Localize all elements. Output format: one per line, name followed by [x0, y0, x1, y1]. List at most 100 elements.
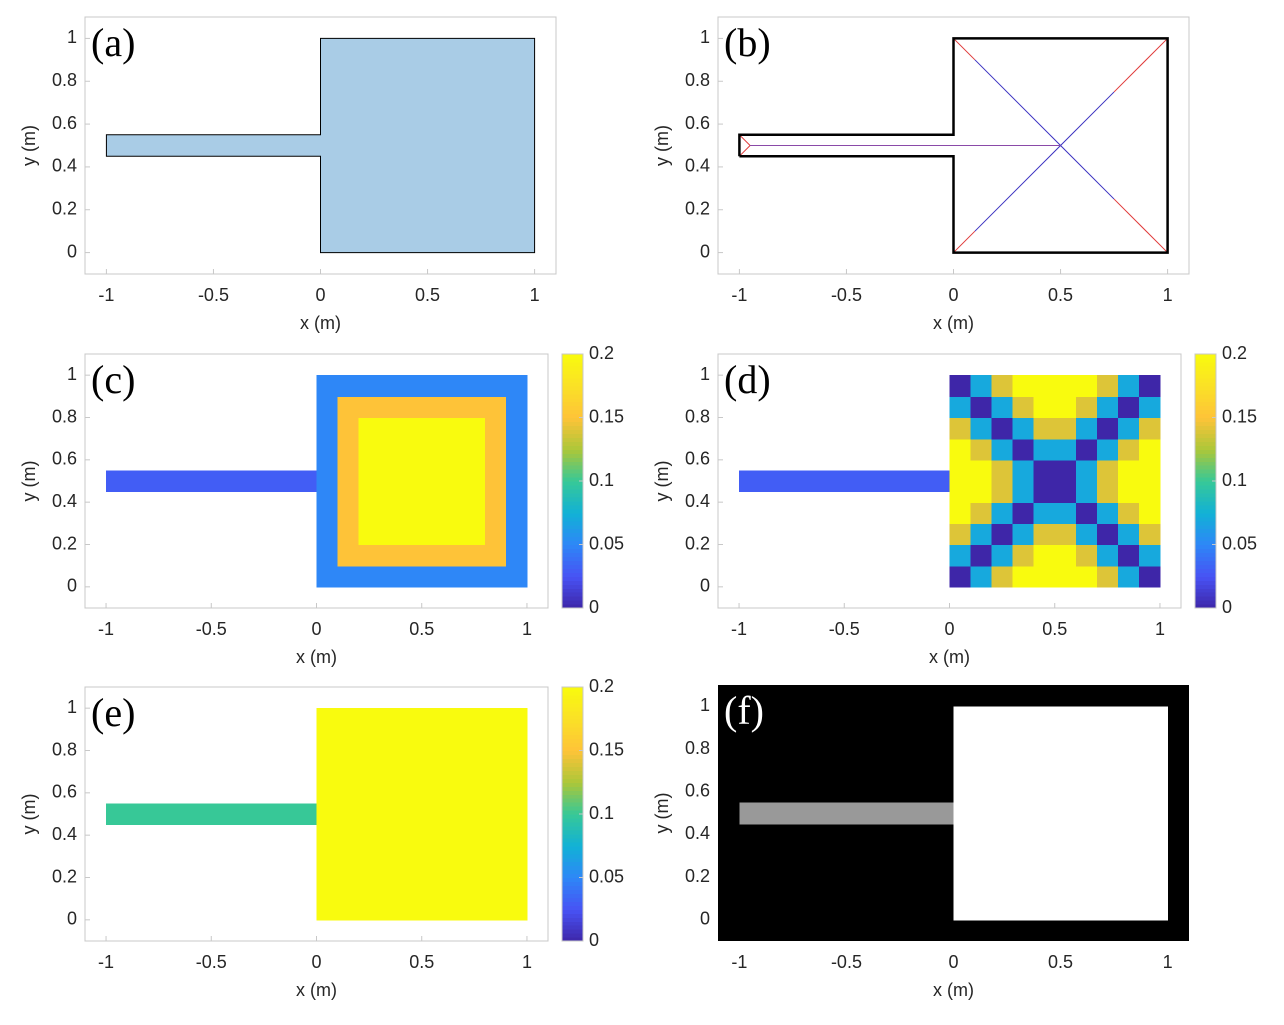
- colorbar-slice: [562, 385, 583, 391]
- colorbar-slice: [562, 750, 583, 756]
- x-tick-label: 0.5: [1042, 619, 1067, 639]
- colorbar-slice: [1195, 488, 1216, 494]
- cell: [442, 544, 465, 567]
- colorbar-slice: [562, 508, 583, 514]
- y-tick-label: 0: [700, 908, 710, 928]
- cell: [970, 565, 993, 588]
- cell: [127, 803, 149, 826]
- colorbar-slice: [562, 841, 583, 847]
- colorbar-slice: [1195, 437, 1216, 442]
- colorbar-slice: [1195, 385, 1216, 391]
- cell: [421, 502, 444, 524]
- colorbar-slice: [562, 814, 583, 819]
- cell: [1012, 523, 1035, 546]
- cell: [400, 375, 423, 397]
- colorbar-slice: [562, 714, 583, 720]
- colorbar-tick-label: 0.2: [589, 676, 614, 696]
- y-axis-label: y (m): [652, 461, 672, 502]
- cell: [379, 459, 402, 482]
- cell: [421, 375, 444, 397]
- cell: [970, 375, 993, 397]
- cell: [484, 438, 507, 461]
- cell: [1054, 417, 1077, 440]
- y-tick-label: 0: [700, 576, 710, 596]
- cell: [442, 502, 465, 524]
- colorbar-slice: [562, 401, 583, 407]
- cell: [1096, 375, 1119, 397]
- cell: [316, 396, 339, 419]
- cell: [400, 459, 423, 482]
- colorbar-slice: [1195, 576, 1216, 581]
- colorbar-slice: [562, 710, 583, 716]
- colorbar-slice: [562, 354, 583, 359]
- colorbar-slice: [562, 453, 583, 458]
- colorbar-slice: [1195, 504, 1216, 510]
- cell: [970, 438, 993, 461]
- cell: [337, 481, 360, 503]
- cell: [316, 438, 339, 461]
- x-tick-label: -0.5: [198, 285, 229, 305]
- cell: [760, 470, 782, 493]
- colorbar-slice: [562, 726, 583, 732]
- colorbar-slice: [562, 457, 583, 462]
- cell: [781, 470, 803, 493]
- cell: [1033, 502, 1056, 524]
- colorbar-slice: [562, 742, 583, 748]
- cell: [1012, 502, 1035, 524]
- cell: [1033, 396, 1056, 419]
- colorbar-tick-label: 0.15: [589, 739, 624, 759]
- colorbar-slice: [1195, 401, 1216, 407]
- cell: [1138, 459, 1161, 482]
- cell: [1054, 544, 1077, 567]
- cell: [463, 544, 486, 567]
- cell: [1096, 502, 1119, 524]
- colorbar-tick-label: 0.05: [589, 533, 624, 553]
- cell: [1012, 544, 1035, 567]
- x-tick-label: 0.5: [415, 285, 440, 305]
- colorbar-slice: [562, 481, 583, 486]
- colorbar-slice: [1195, 405, 1216, 411]
- colorbar-slice: [1195, 449, 1216, 454]
- cell: [970, 481, 993, 503]
- colorbar-slice: [562, 782, 583, 787]
- cell: [1138, 565, 1161, 588]
- cell: [358, 375, 381, 397]
- colorbar-slice: [562, 568, 583, 573]
- colorbar-slice: [562, 576, 583, 581]
- cell: [970, 523, 993, 546]
- cell: [337, 502, 360, 524]
- colorbar-slice: [562, 516, 583, 522]
- cell: [400, 523, 423, 546]
- cell: [400, 438, 423, 461]
- cell: [400, 396, 423, 419]
- colorbar-slice: [1195, 433, 1216, 438]
- colorbar-slice: [562, 762, 583, 767]
- colorbar-slice: [1195, 393, 1216, 399]
- x-axis-label: x (m): [933, 980, 974, 1000]
- colorbar-slice: [1195, 508, 1216, 514]
- cell: [421, 396, 444, 419]
- cell: [316, 502, 339, 524]
- colorbar-slice: [1195, 572, 1216, 577]
- cell: [1075, 565, 1098, 588]
- cell: [739, 802, 955, 825]
- cell: [190, 470, 212, 493]
- colorbar-slice: [562, 492, 583, 498]
- cell: [991, 544, 1014, 567]
- colorbar-slice: [1195, 528, 1216, 534]
- colorbar-slice: [562, 694, 583, 700]
- y-axis-label: y (m): [19, 125, 39, 166]
- y-tick-label: 0.8: [52, 739, 77, 759]
- cell: [274, 803, 297, 826]
- y-tick-label: 0: [67, 576, 77, 596]
- colorbar-slice: [562, 885, 583, 891]
- y-tick-label: 0: [700, 241, 710, 261]
- cell: [1054, 438, 1077, 461]
- cell: [463, 523, 486, 546]
- colorbar-slice: [1195, 453, 1216, 458]
- y-axis-label: y (m): [19, 794, 39, 835]
- y-tick-label: 0.4: [52, 491, 77, 511]
- x-tick-label: 0: [948, 952, 958, 972]
- colorbar-slice: [562, 564, 583, 569]
- cell: [463, 481, 486, 503]
